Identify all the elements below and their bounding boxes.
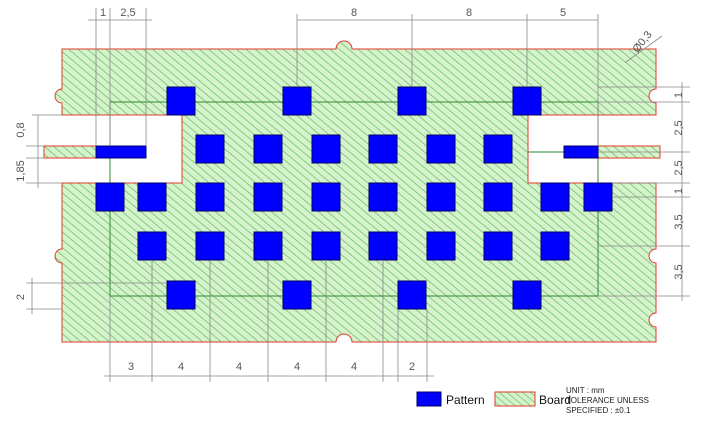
pattern-pad [368,182,398,212]
dim-bottom-4: 4 [294,361,300,373]
dim-right-3: 2,5 [673,160,685,175]
dim-bottom-5: 4 [351,361,357,373]
dim-top-1: 1 [100,7,106,19]
pattern-pad [397,280,427,310]
legend-pattern-swatch [416,391,442,407]
pattern-pad [311,182,341,212]
dim-right-5: 3,5 [673,214,685,229]
pattern-pad [282,280,312,310]
pattern-pad [137,182,167,212]
legend-pattern-label: Pattern [446,393,485,407]
pattern-pad [512,280,542,310]
pattern-pad [426,182,456,212]
dim-right-2: 2,5 [673,120,685,135]
dim-top-2: 2,5 [120,7,135,19]
pattern-pad [483,134,513,164]
pattern-pad [368,134,398,164]
pattern-pad [311,134,341,164]
pattern-pad [95,182,125,212]
dim-right-1: 1 [673,92,685,98]
pattern-pad [253,231,283,261]
pattern-pad [195,134,225,164]
dimension-lines [26,8,690,382]
pattern-pad [426,134,456,164]
pattern-pad [311,231,341,261]
note-specified: SPECIFIED : ±0.1 [566,406,631,415]
dim-bottom-1: 3 [128,361,134,373]
dim-left-2: 1,85 [15,160,27,181]
legend-board-swatch [494,391,536,407]
pattern-pad [253,182,283,212]
dim-right-4: 1 [673,188,685,194]
pattern-pad [512,86,542,116]
tolerance-note: UNIT : mm TOLERANCE UNLESS SPECIFIED : ±… [566,386,649,415]
pattern-pad [483,182,513,212]
pattern-pad [195,182,225,212]
dim-top-4: 8 [466,7,472,19]
pattern-pad [540,182,570,212]
dimension-labels: 1 2,5 8 8 5 Ø0,3 0,8 1,85 2 1 2,5 2,5 1 … [15,7,685,373]
pattern-pad [137,231,167,261]
note-tolerance: TOLERANCE UNLESS [566,396,649,405]
pattern-pad-strip-left [95,145,147,159]
pattern-pad [426,231,456,261]
legend: Pattern Board [416,391,571,407]
dim-left-3: 2 [15,294,27,300]
pattern-pad [195,231,225,261]
dim-bottom-6: 2 [409,361,415,373]
pattern-pad [166,86,196,116]
dim-top-5: 5 [560,7,566,19]
pattern-pad [282,86,312,116]
dim-bottom-3: 4 [236,361,242,373]
dim-bottom-2: 4 [178,361,184,373]
pattern-pad-strip-right [563,145,599,159]
note-unit: UNIT : mm [566,386,605,395]
legend-board-label: Board [539,393,571,407]
pattern-pad [540,231,570,261]
dim-top-3: 8 [351,7,357,19]
pattern-pad [368,231,398,261]
pattern-pad [166,280,196,310]
board-main-body [54,40,657,343]
pattern-pad [253,134,283,164]
dim-right-6: 3,5 [673,264,685,279]
pattern-pad [583,182,613,212]
pattern-pad [397,86,427,116]
dim-left-1: 0,8 [15,122,27,137]
pattern-pads [95,86,613,310]
pattern-pad [483,231,513,261]
